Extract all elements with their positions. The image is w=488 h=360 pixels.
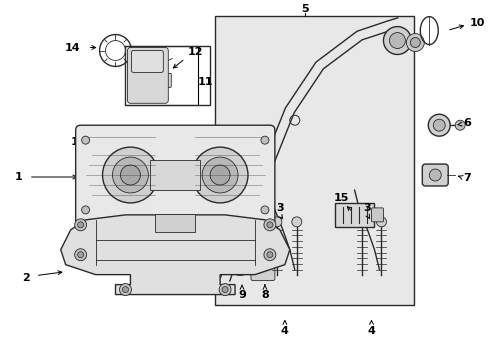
Text: 8: 8	[261, 289, 268, 300]
Circle shape	[409, 37, 420, 48]
Text: 6: 6	[462, 118, 470, 128]
Circle shape	[192, 147, 247, 203]
Circle shape	[112, 157, 148, 193]
Text: 14: 14	[65, 42, 81, 53]
Circle shape	[219, 284, 230, 296]
Circle shape	[266, 252, 272, 258]
FancyBboxPatch shape	[131, 50, 163, 72]
Circle shape	[427, 114, 449, 136]
Circle shape	[264, 249, 275, 261]
FancyBboxPatch shape	[157, 73, 171, 87]
Bar	[155, 214, 195, 232]
Circle shape	[388, 32, 405, 49]
Text: 3: 3	[363, 203, 370, 213]
Bar	[150, 160, 200, 190]
Circle shape	[78, 222, 83, 228]
FancyBboxPatch shape	[422, 164, 447, 186]
Bar	[215, 15, 413, 305]
FancyBboxPatch shape	[76, 125, 274, 225]
Circle shape	[78, 252, 83, 258]
Circle shape	[81, 136, 89, 144]
Text: 13: 13	[71, 137, 86, 147]
Ellipse shape	[234, 268, 245, 276]
Text: 4: 4	[280, 327, 288, 336]
Text: 5: 5	[300, 4, 308, 14]
Circle shape	[202, 157, 238, 193]
Circle shape	[356, 217, 366, 227]
FancyBboxPatch shape	[334, 203, 374, 227]
Circle shape	[75, 249, 86, 261]
Circle shape	[120, 165, 140, 185]
Circle shape	[383, 27, 410, 54]
Circle shape	[454, 120, 464, 130]
Text: 4: 4	[367, 327, 375, 336]
Text: 3: 3	[276, 203, 283, 213]
Text: 2: 2	[22, 273, 30, 283]
Bar	[125, 45, 210, 105]
Circle shape	[102, 147, 158, 203]
Text: 12: 12	[187, 48, 203, 58]
Circle shape	[264, 219, 275, 231]
Circle shape	[261, 136, 268, 144]
Circle shape	[122, 287, 128, 293]
Text: 9: 9	[238, 289, 245, 300]
Circle shape	[271, 217, 281, 227]
Circle shape	[428, 169, 440, 181]
Circle shape	[266, 222, 272, 228]
FancyBboxPatch shape	[127, 48, 168, 103]
Circle shape	[291, 217, 301, 227]
FancyBboxPatch shape	[371, 208, 383, 222]
Circle shape	[222, 287, 227, 293]
Circle shape	[81, 206, 89, 214]
Circle shape	[210, 165, 229, 185]
Circle shape	[406, 33, 424, 51]
Text: 1: 1	[15, 172, 23, 182]
Circle shape	[376, 217, 386, 227]
Text: 11: 11	[197, 77, 212, 87]
FancyBboxPatch shape	[250, 263, 274, 280]
Text: 15: 15	[333, 193, 348, 203]
Circle shape	[261, 206, 268, 214]
Text: 7: 7	[462, 173, 470, 183]
Circle shape	[432, 119, 444, 131]
Polygon shape	[61, 215, 289, 294]
Circle shape	[75, 219, 86, 231]
Text: 10: 10	[468, 18, 484, 28]
Circle shape	[119, 284, 131, 296]
